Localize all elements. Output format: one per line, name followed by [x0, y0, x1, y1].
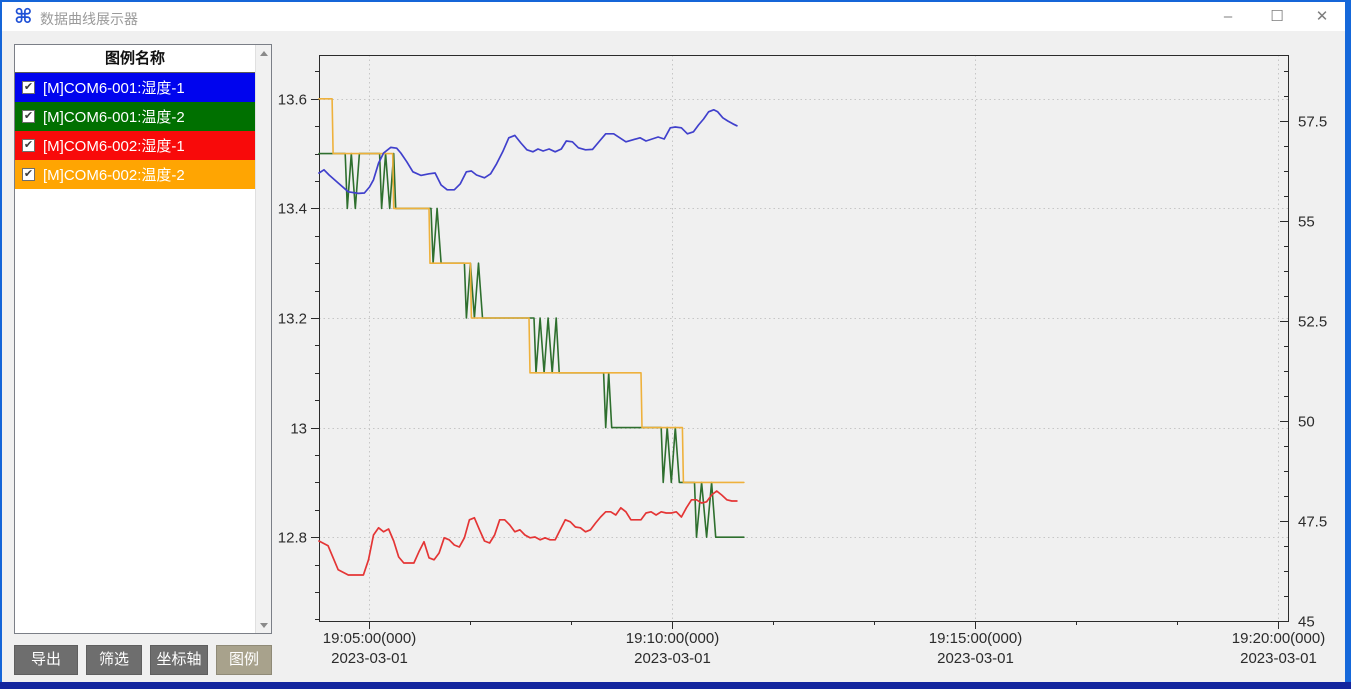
legend-item-label: [M]COM6-002:湿度-1	[43, 138, 185, 155]
svg-text:13.6: 13.6	[278, 92, 307, 109]
legend-item-checkbox[interactable]: ✔	[22, 168, 35, 181]
window-title: 数据曲线展示器	[40, 11, 138, 27]
svg-text:2023-03-01: 2023-03-01	[937, 650, 1014, 667]
legend-item-checkbox[interactable]: ✔	[22, 110, 35, 123]
svg-text:12.8: 12.8	[278, 530, 307, 547]
svg-text:19:05:00(000): 19:05:00(000)	[323, 630, 416, 647]
series-line-1	[318, 98, 745, 484]
series-line-0	[318, 152, 745, 539]
close-button[interactable]: ✕	[1315, 8, 1329, 25]
legend-item-checkbox[interactable]: ✔	[22, 139, 35, 152]
filter-button[interactable]: 筛选	[86, 645, 142, 675]
svg-text:19:15:00(000): 19:15:00(000)	[929, 630, 1022, 647]
svg-text:13.2: 13.2	[278, 311, 307, 328]
scroll-down-icon[interactable]	[256, 617, 272, 633]
svg-text:13: 13	[290, 421, 307, 438]
legend-header: 图例名称	[15, 45, 255, 73]
legend-list: ✔ [M]COM6-001:湿度-1 ✔ [M]COM6-001:温度-2 ✔ [M]CO…	[15, 73, 255, 189]
svg-text:52.5: 52.5	[1298, 314, 1327, 331]
series-line-2	[318, 490, 738, 576]
legend-item-label: [M]COM6-002:温度-2	[43, 167, 185, 184]
legend-scrollbar[interactable]	[255, 45, 271, 633]
legend-item-label: [M]COM6-001:温度-2	[43, 109, 185, 126]
legend-button[interactable]: 图例	[216, 645, 272, 675]
svg-text:2023-03-01: 2023-03-01	[331, 650, 408, 667]
svg-text:19:10:00(000): 19:10:00(000)	[626, 630, 719, 647]
axes-button[interactable]: 坐标轴	[150, 645, 208, 675]
legend-item-3[interactable]: ✔ [M]COM6-002:温度-2	[15, 160, 255, 189]
legend-item-0[interactable]: ✔ [M]COM6-001:湿度-1	[15, 73, 255, 102]
app-icon: ⌘	[14, 6, 33, 28]
svg-text:19:20:00(000): 19:20:00(000)	[1232, 630, 1325, 647]
legend-item-checkbox[interactable]: ✔	[22, 81, 35, 94]
window-border-bottom[interactable]	[0, 682, 1351, 689]
maximize-button[interactable]: ☐	[1270, 8, 1284, 25]
svg-text:2023-03-01: 2023-03-01	[634, 650, 711, 667]
svg-text:47.5: 47.5	[1298, 514, 1327, 531]
legend-item-2[interactable]: ✔ [M]COM6-002:湿度-1	[15, 131, 255, 160]
svg-text:55: 55	[1298, 214, 1315, 231]
svg-text:13.4: 13.4	[278, 201, 307, 218]
svg-text:2023-03-01: 2023-03-01	[1240, 650, 1317, 667]
svg-text:50: 50	[1298, 414, 1315, 431]
svg-text:45: 45	[1298, 614, 1315, 631]
window-border-right[interactable]	[1345, 0, 1351, 689]
legend-item-1[interactable]: ✔ [M]COM6-001:温度-2	[15, 102, 255, 131]
scroll-up-icon[interactable]	[256, 45, 272, 61]
svg-text:57.5: 57.5	[1298, 114, 1327, 131]
window-border-left	[0, 0, 2, 689]
title-bar[interactable]: ⌘ 数据曲线展示器 – ☐ ✕	[2, 2, 1345, 31]
legend-item-label: [M]COM6-001:湿度-1	[43, 80, 185, 97]
series-line-3	[318, 108, 738, 195]
legend-panel: 图例名称 ✔ [M]COM6-001:湿度-1 ✔ [M]COM6-001:温度-2 ✔…	[14, 44, 272, 634]
export-button[interactable]: 导出	[14, 645, 78, 675]
minimize-button[interactable]: –	[1223, 8, 1233, 25]
window-border-top	[0, 0, 1351, 2]
